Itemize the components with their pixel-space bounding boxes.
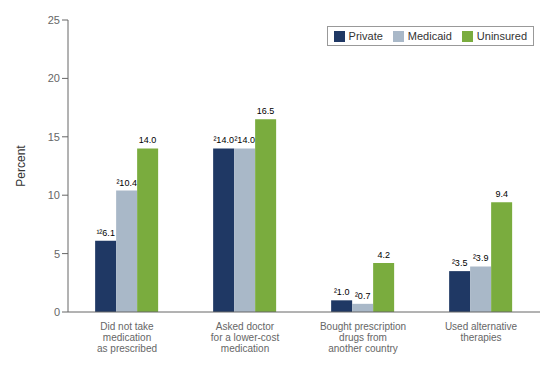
- svg-text:25: 25: [48, 14, 60, 26]
- svg-text:9.4: 9.4: [495, 189, 508, 199]
- svg-text:4.2: 4.2: [377, 250, 390, 260]
- svg-text:²1.0: ²1.0: [334, 287, 350, 297]
- svg-text:²14.0: ²14.0: [234, 135, 255, 145]
- html-text:Medicaid: Medicaid: [407, 30, 452, 42]
- svg-text:Asked doctorfor a lower-costme: Asked doctorfor a lower-costmedication: [211, 321, 280, 354]
- svg-text:10: 10: [48, 189, 60, 201]
- svg-text:Used alternativetherapies: Used alternativetherapies: [445, 321, 518, 343]
- svg-text:15: 15: [48, 131, 60, 143]
- svg-text:0: 0: [54, 306, 60, 318]
- svg-text:20: 20: [48, 72, 60, 84]
- svg-text:Percent: Percent: [14, 145, 28, 187]
- svg-text:²0.7: ²0.7: [355, 291, 371, 301]
- svg-text:²10.4: ²10.4: [116, 178, 137, 188]
- svg-text:5: 5: [54, 248, 60, 260]
- svg-text:²14.0: ²14.0: [213, 135, 234, 145]
- html-text:Uninsured: Uninsured: [476, 30, 527, 42]
- svg-text:¹²6.1: ¹²6.1: [96, 228, 115, 238]
- html-text:Private: Private: [348, 30, 383, 42]
- svg-text:Did not takemedicationas presc: Did not takemedicationas prescribed: [97, 321, 157, 354]
- svg-text:Bought prescriptiondrugs froma: Bought prescriptiondrugs fromanother cou…: [320, 321, 406, 354]
- svg-text:16.5: 16.5: [257, 106, 275, 116]
- svg-text:14.0: 14.0: [139, 135, 157, 145]
- svg-text:²3.5: ²3.5: [452, 258, 468, 268]
- svg-text:²3.9: ²3.9: [473, 253, 489, 263]
